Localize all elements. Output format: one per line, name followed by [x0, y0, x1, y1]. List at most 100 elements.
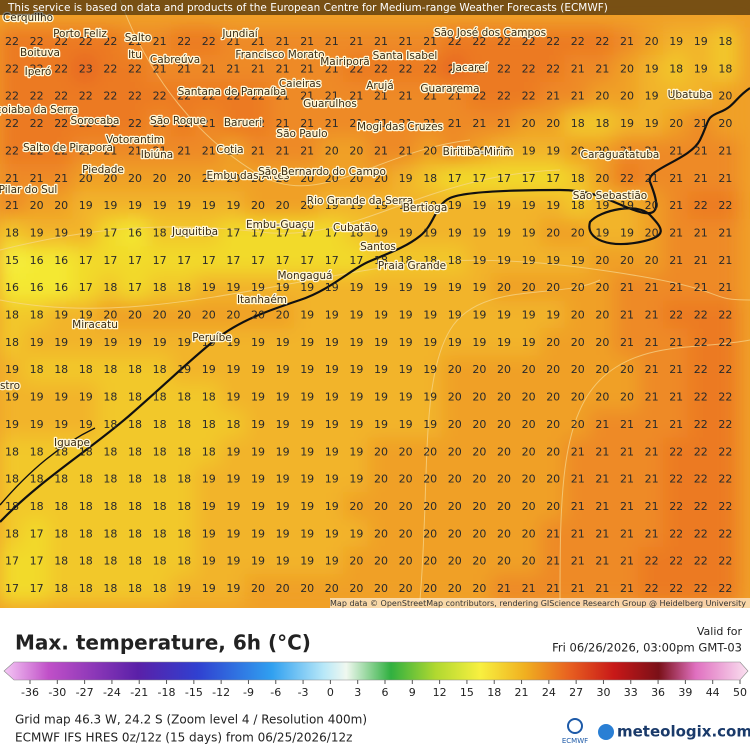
temperature-cell — [23, 109, 50, 139]
temperature-value: 20 — [522, 445, 536, 458]
temperature-value: 18 — [571, 117, 585, 130]
temperature-value: 20 — [620, 391, 634, 404]
temperature-value: 20 — [276, 309, 290, 322]
site-name[interactable]: meteologix.com — [617, 723, 750, 741]
temperature-value: 20 — [497, 527, 511, 540]
temperature-cell — [293, 246, 321, 276]
temperature-value: 19 — [448, 281, 462, 294]
temperature-cell — [662, 546, 690, 577]
temperature-value: 16 — [54, 254, 68, 267]
temperature-cell — [220, 54, 247, 85]
temperature-cell — [293, 164, 321, 194]
temperature-value: 21 — [571, 62, 585, 75]
city-label: Salto — [125, 32, 152, 44]
temperature-cell — [0, 136, 26, 167]
temperature-value: 20 — [595, 144, 609, 157]
temperature-cell — [343, 492, 370, 522]
temperature-cell — [195, 109, 223, 139]
temperature-cell — [687, 300, 715, 331]
temperature-value: 20 — [423, 473, 437, 486]
temperature-cell — [318, 464, 346, 495]
temperature-value: 17 — [226, 254, 240, 267]
temperature-value: 20 — [399, 445, 413, 458]
temperature-cell — [687, 82, 715, 112]
temperature-value: 16 — [54, 281, 68, 294]
temperature-value: 19 — [103, 336, 117, 349]
temperature-value: 19 — [423, 336, 437, 349]
temperature-cell — [466, 519, 493, 549]
temperature-value: 21 — [423, 117, 437, 130]
temperature-cell — [0, 328, 26, 358]
temperature-value: 22 — [202, 90, 216, 103]
temperature-value: 20 — [620, 90, 634, 103]
temperature-value: 21 — [645, 336, 659, 349]
temperature-value: 21 — [694, 144, 708, 157]
temperature-cell — [23, 410, 50, 440]
temperature-cell — [170, 246, 198, 276]
temperature-cell — [121, 82, 149, 112]
temperature-value: 22 — [546, 35, 560, 48]
temperature-cell — [662, 164, 690, 194]
temperature-cell — [515, 519, 542, 549]
temperature-value: 22 — [620, 172, 634, 185]
city-label: Salto de Pirapora — [23, 142, 113, 154]
temperature-cell — [564, 519, 592, 549]
temperature-value: 20 — [251, 309, 265, 322]
temperature-value: 21 — [718, 254, 732, 267]
site-logo[interactable]: meteologix.com — [598, 723, 750, 741]
ecmwf-logo: ECMWF — [562, 718, 588, 745]
temperature-cell — [121, 546, 149, 577]
temperature-cell — [269, 519, 296, 549]
temperature-value: 19 — [251, 445, 265, 458]
temperature-value: 19 — [79, 226, 93, 239]
temperature-value: 18 — [153, 418, 167, 431]
temperature-value: 22 — [546, 62, 560, 75]
temperature-cell — [490, 300, 518, 331]
temperature-value: 21 — [546, 582, 560, 595]
temperature-value: 18 — [177, 391, 191, 404]
temperature-cell — [490, 382, 518, 413]
colorbar-tick-label: -18 — [158, 686, 176, 699]
temperature-cell — [490, 109, 518, 139]
temperature-value: 18 — [202, 226, 216, 239]
temperature-cell — [392, 136, 419, 167]
temperature-cell — [662, 27, 690, 57]
temperature-value: 20 — [546, 445, 560, 458]
temperature-value: 22 — [571, 35, 585, 48]
temperature-value: 20 — [497, 500, 511, 513]
temperature-value: 21 — [546, 527, 560, 540]
temperature-cell — [490, 546, 518, 577]
temperature-value: 21 — [595, 418, 609, 431]
temperature-value: 18 — [5, 473, 19, 486]
temperature-cell — [269, 355, 296, 385]
temperature-cell — [269, 382, 296, 413]
temperature-cell — [121, 519, 149, 549]
temperature-cell — [687, 27, 715, 57]
temperature-value: 19 — [300, 391, 314, 404]
temperature-value: 20 — [276, 199, 290, 212]
temperature-cell — [539, 164, 567, 194]
temperature-value: 21 — [300, 90, 314, 103]
temperature-cell — [441, 492, 469, 522]
temperature-value: 21 — [54, 172, 68, 185]
temperature-value: 21 — [153, 35, 167, 48]
temperature-value: 20 — [571, 226, 585, 239]
temperature-value: 19 — [399, 363, 413, 376]
temperature-cell — [121, 54, 149, 85]
temperature-value: 19 — [300, 418, 314, 431]
temperature-value: 19 — [349, 473, 363, 486]
colorbar-tick-label: -21 — [130, 686, 148, 699]
temperature-value: 21 — [423, 90, 437, 103]
temperature-value: 21 — [325, 90, 339, 103]
ecmwf-icon — [567, 718, 583, 734]
temperature-value: 21 — [300, 117, 314, 130]
temperature-cell — [220, 546, 247, 577]
temperature-value: 21 — [571, 500, 585, 513]
temperature-cell — [293, 492, 321, 522]
temperature-cell — [638, 355, 665, 385]
temperature-value: 17 — [202, 254, 216, 267]
temperature-value: 20 — [325, 582, 339, 595]
temperature-cell — [318, 437, 346, 467]
temperature-cell — [269, 246, 296, 276]
temperature-value: 18 — [54, 500, 68, 513]
